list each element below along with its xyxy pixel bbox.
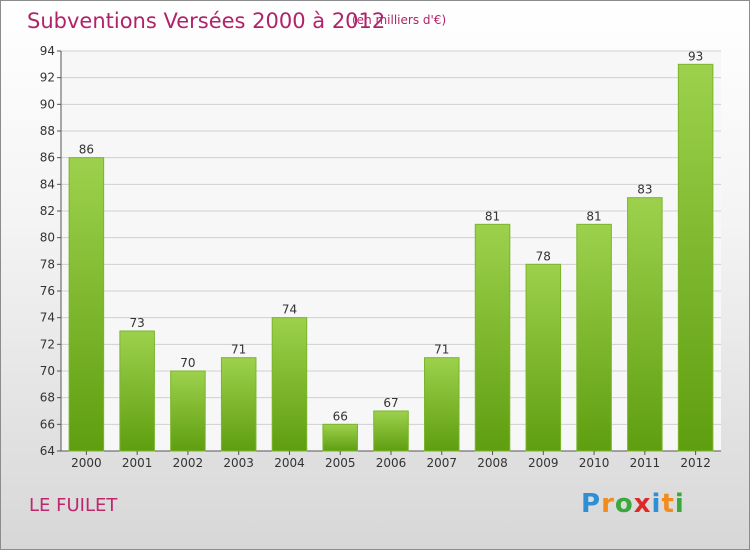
bar-2006 bbox=[373, 410, 409, 452]
x-tick-label: 2009 bbox=[528, 456, 559, 470]
bar-2005 bbox=[322, 423, 358, 452]
bar-value-label: 74 bbox=[282, 303, 297, 317]
logo-letter: i bbox=[674, 489, 685, 519]
bar-value-label: 93 bbox=[688, 49, 703, 63]
bar-2011 bbox=[627, 197, 663, 452]
chart-title: Subventions Versées 2000 à 2012 bbox=[27, 9, 386, 33]
bar-2009 bbox=[525, 263, 562, 452]
bar-value-label: 71 bbox=[231, 343, 246, 357]
y-tick-label: 92 bbox=[40, 71, 55, 85]
y-tick-label: 94 bbox=[40, 44, 55, 58]
x-tick-label: 2004 bbox=[274, 456, 305, 470]
x-tick-label: 2007 bbox=[426, 456, 457, 470]
bar-2000 bbox=[68, 157, 105, 452]
bar-value-label: 71 bbox=[434, 343, 449, 357]
bar-value-label: 67 bbox=[383, 396, 398, 410]
bar-value-label: 73 bbox=[130, 316, 145, 330]
y-tick-label: 90 bbox=[40, 97, 55, 111]
logo-letter: x bbox=[633, 489, 652, 519]
logo-letter: r bbox=[601, 489, 615, 519]
bar-2002 bbox=[170, 370, 206, 452]
y-tick-label: 70 bbox=[40, 364, 55, 378]
x-tick-label: 2010 bbox=[579, 456, 610, 470]
y-tick-label: 88 bbox=[40, 124, 55, 138]
bar-2007 bbox=[424, 357, 460, 452]
logo-letter: i bbox=[651, 489, 662, 519]
y-tick-label: 74 bbox=[40, 311, 55, 325]
bar-value-label: 78 bbox=[536, 249, 551, 263]
bar-2004 bbox=[271, 317, 308, 452]
commune-name: LE FUILET bbox=[29, 495, 118, 516]
x-tick-label: 2005 bbox=[325, 456, 356, 470]
chart-subtitle: (en milliers d'€) bbox=[352, 13, 447, 27]
bar-2008 bbox=[474, 223, 511, 452]
bar-value-label: 70 bbox=[180, 356, 195, 370]
y-tick-label: 64 bbox=[40, 444, 55, 458]
y-tick-label: 86 bbox=[40, 151, 55, 165]
logo-letter: t bbox=[661, 489, 675, 519]
y-tick-label: 80 bbox=[40, 231, 55, 245]
bar-value-label: 81 bbox=[485, 209, 500, 223]
y-tick-label: 84 bbox=[40, 177, 55, 191]
logo-letter: o bbox=[614, 489, 634, 519]
y-tick-label: 76 bbox=[40, 284, 55, 298]
x-tick-label: 2000 bbox=[71, 456, 102, 470]
logo-letter: P bbox=[581, 489, 602, 519]
proxiti-logo[interactable]: Proxiti bbox=[581, 489, 685, 519]
plot-area bbox=[61, 51, 721, 451]
y-tick-label: 72 bbox=[40, 337, 55, 351]
bar-2003 bbox=[220, 357, 257, 452]
x-tick-label: 2012 bbox=[680, 456, 711, 470]
bar-value-label: 81 bbox=[586, 209, 601, 223]
x-tick-label: 2003 bbox=[223, 456, 254, 470]
bar-2010 bbox=[576, 223, 612, 452]
x-tick-label: 2001 bbox=[122, 456, 153, 470]
bar-2001 bbox=[119, 330, 155, 452]
y-tick-label: 68 bbox=[40, 391, 55, 405]
x-tick-label: 2008 bbox=[477, 456, 508, 470]
x-tick-label: 2006 bbox=[376, 456, 407, 470]
y-tick-label: 82 bbox=[40, 204, 55, 218]
x-tick-label: 2002 bbox=[173, 456, 204, 470]
y-tick-label: 66 bbox=[40, 417, 55, 431]
x-tick-label: 2011 bbox=[630, 456, 661, 470]
bar-value-label: 66 bbox=[333, 409, 348, 423]
bar-value-label: 83 bbox=[637, 183, 652, 197]
bar-value-label: 86 bbox=[79, 143, 94, 157]
y-tick-label: 78 bbox=[40, 257, 55, 271]
bar-2012 bbox=[677, 63, 714, 452]
